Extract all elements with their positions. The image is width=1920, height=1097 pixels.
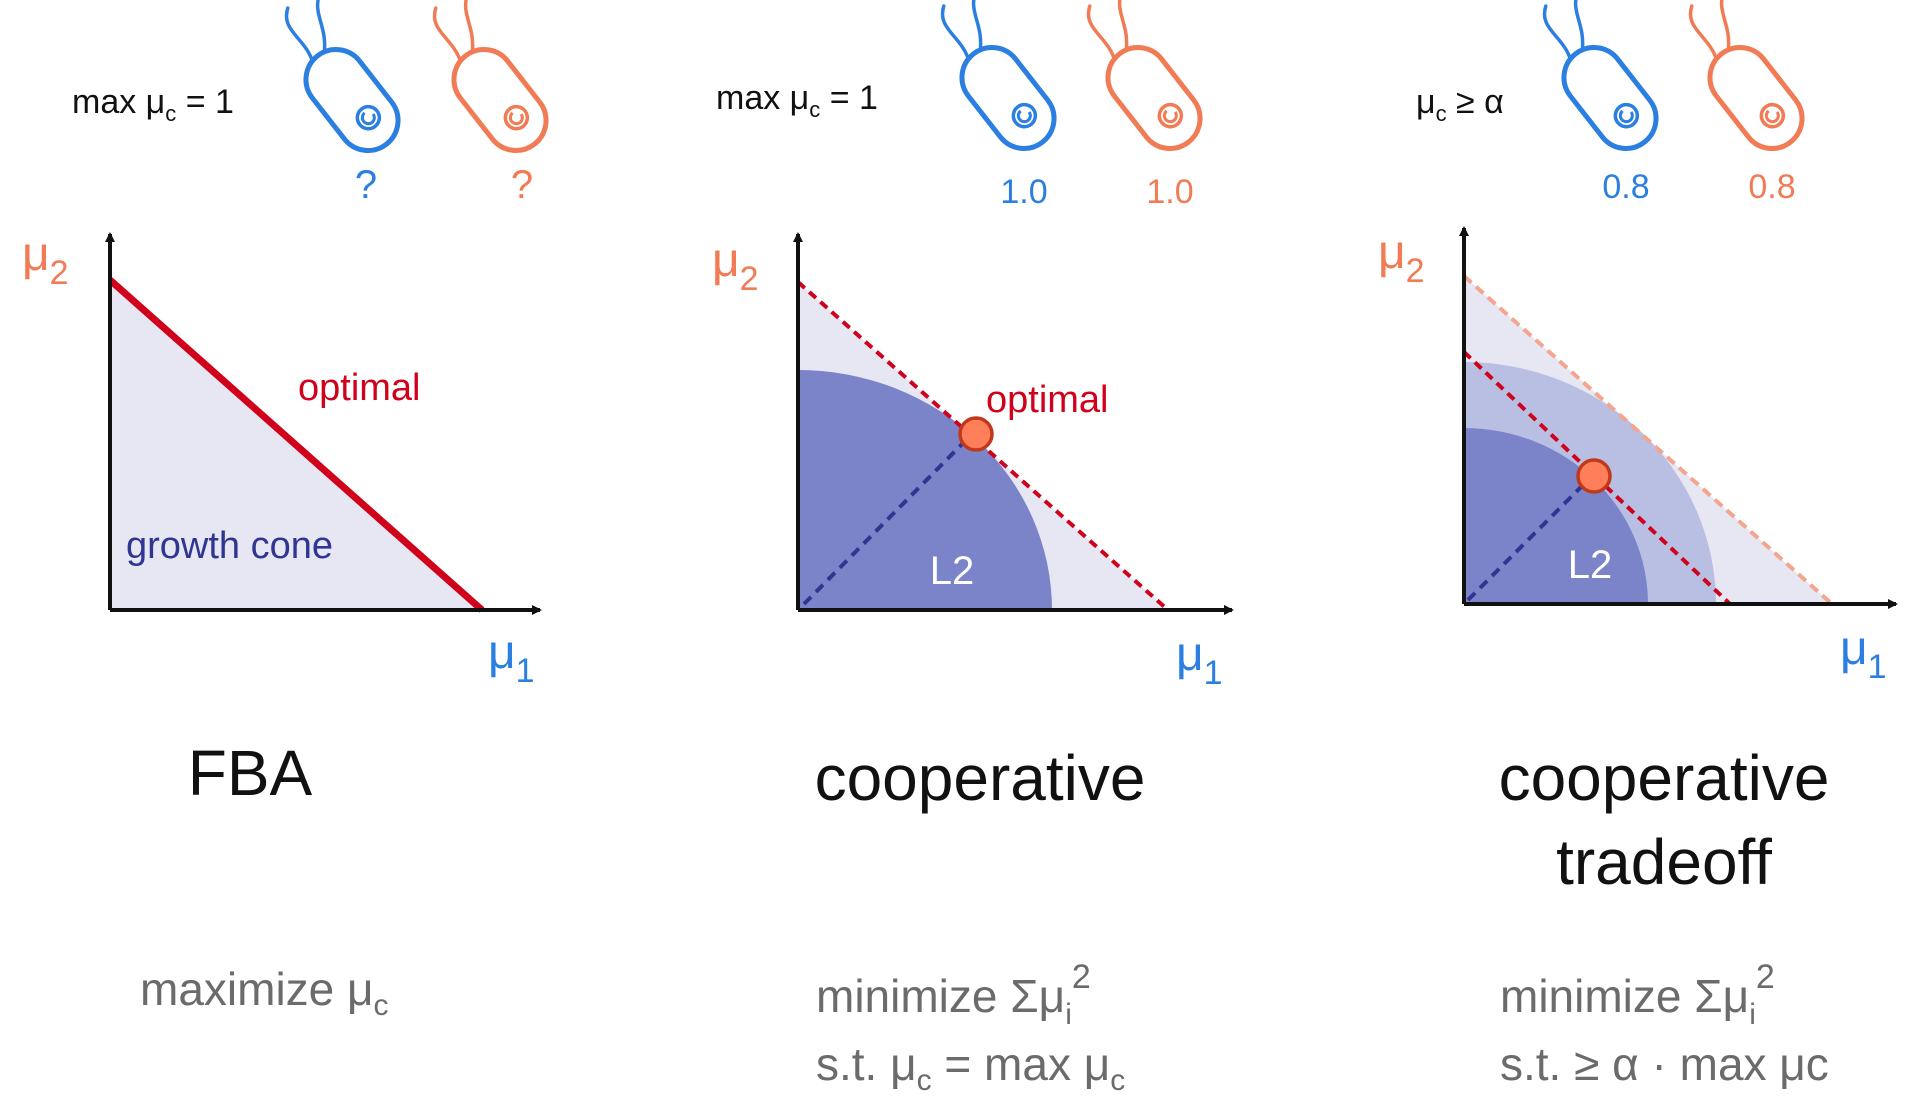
growth-cone-label: growth cone — [126, 525, 333, 567]
y-axis-label: μ2 — [1378, 226, 1425, 290]
constraint-formula: s.t. μc = max μc — [816, 1038, 1125, 1097]
optimal-label: optimal — [986, 379, 1109, 421]
constraint-label: max μc = 1 — [72, 83, 234, 126]
l2-region — [798, 370, 1052, 610]
x-axis-label: μ1 — [488, 626, 535, 690]
objective-formula: minimize Σμi2 — [816, 958, 1091, 1031]
cell-1-icon — [284, 0, 401, 153]
objective-formula: minimize Σμi2 — [1500, 958, 1775, 1031]
cell-1-value: ? — [355, 163, 377, 207]
cell-2-value: 0.8 — [1748, 168, 1795, 206]
objective-formula: maximize μc — [140, 963, 389, 1022]
l2-direction-line — [1466, 476, 1592, 602]
x-axis-label: μ1 — [1176, 628, 1223, 692]
constraint-prefix: max μ — [72, 83, 165, 121]
panel-fba: max μc = 1 ? ? μ2 μ1 optimal growth cone… — [22, 0, 549, 1022]
cell-2-icon — [1086, 0, 1203, 151]
y-axis-label: μ2 — [22, 228, 69, 292]
optimal-point-marker — [1576, 458, 1612, 494]
cell-1-value: 0.8 — [1602, 168, 1649, 206]
optimal-frontier-line — [107, 277, 485, 613]
constraint-subscript: c — [165, 101, 176, 126]
l2-label: L2 — [1568, 543, 1613, 587]
method-title: cooperative — [815, 742, 1146, 814]
cell-1-icon — [1542, 0, 1659, 151]
y-axis-label: μ2 — [712, 234, 759, 298]
optimal-label: optimal — [298, 367, 421, 409]
method-title: cooperative — [1499, 742, 1830, 814]
cell-1-value: 1.0 — [1000, 173, 1047, 211]
cell-2-icon — [432, 0, 549, 153]
constraint-suffix: = 1 — [176, 83, 234, 121]
max-frontier-line — [1462, 274, 1834, 606]
optimal-point-marker — [958, 416, 994, 452]
constraint-label: max μc = 1 — [716, 79, 878, 122]
panel-cooperative: max μc = 1 1.0 1.0 μ2 μ1 optimal L2 coop… — [712, 0, 1234, 1097]
x-axis-label: μ1 — [1840, 622, 1887, 686]
l2-direction-line — [802, 430, 976, 606]
method-title-line-2: tradeoff — [1556, 826, 1772, 898]
method-title: FBA — [188, 737, 313, 809]
cell-1-icon — [940, 0, 1057, 151]
cell-2-icon — [1688, 0, 1805, 151]
cell-2-value: ? — [511, 163, 533, 207]
l2-label: L2 — [930, 549, 975, 593]
cell-2-value: 1.0 — [1146, 173, 1193, 211]
constraint-label: μc ≥ α — [1416, 83, 1504, 126]
constraint-formula: s.t. ≥ α · max μc — [1500, 1038, 1829, 1090]
panel-cooperative-tradeoff: μc ≥ α 0.8 0.8 μ2 μ1 L2 cooperative trad — [1378, 0, 1898, 1090]
